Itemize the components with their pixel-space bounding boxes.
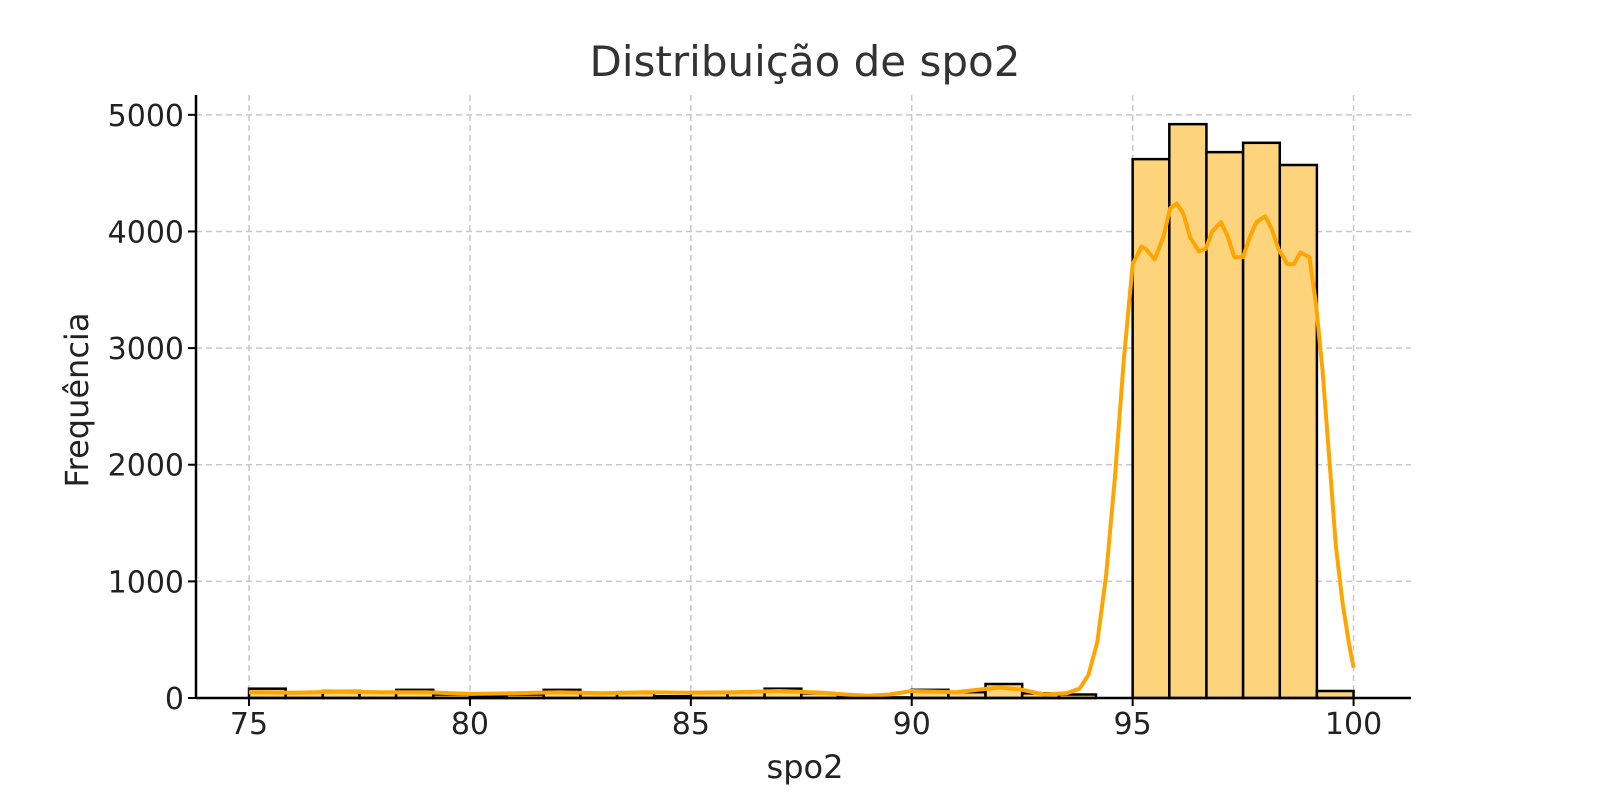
- y-axis-ticks: 0 1000 2000 3000 4000 5000: [108, 99, 196, 717]
- y-axis-label: Frequência: [58, 313, 96, 488]
- histogram-bar: [1241, 141, 1282, 700]
- x-axis-ticks: 75 80 85 90 95 100: [230, 698, 1382, 742]
- y-tick-label: 0: [165, 682, 184, 717]
- histogram-bar: [1168, 122, 1208, 700]
- histogram-bar: [1278, 163, 1319, 700]
- x-tick-label: 80: [451, 707, 489, 742]
- x-tick-label: 100: [1325, 707, 1382, 742]
- axes: [194, 95, 1411, 700]
- y-tick-label: 1000: [108, 565, 184, 600]
- kde-curve: [248, 201, 1356, 698]
- chart-title: Distribuição de spo2: [590, 37, 1021, 86]
- x-tick-label: 95: [1114, 707, 1152, 742]
- y-tick-label: 2000: [108, 449, 184, 484]
- x-tick-label: 90: [893, 707, 931, 742]
- x-tick-label: 75: [230, 707, 268, 742]
- y-tick-label: 3000: [108, 332, 184, 367]
- y-tick-label: 4000: [108, 215, 184, 250]
- histogram-bars: [247, 122, 1355, 700]
- x-tick-label: 85: [672, 707, 710, 742]
- y-tick-label: 5000: [108, 99, 184, 134]
- x-axis-label: spo2: [767, 748, 844, 786]
